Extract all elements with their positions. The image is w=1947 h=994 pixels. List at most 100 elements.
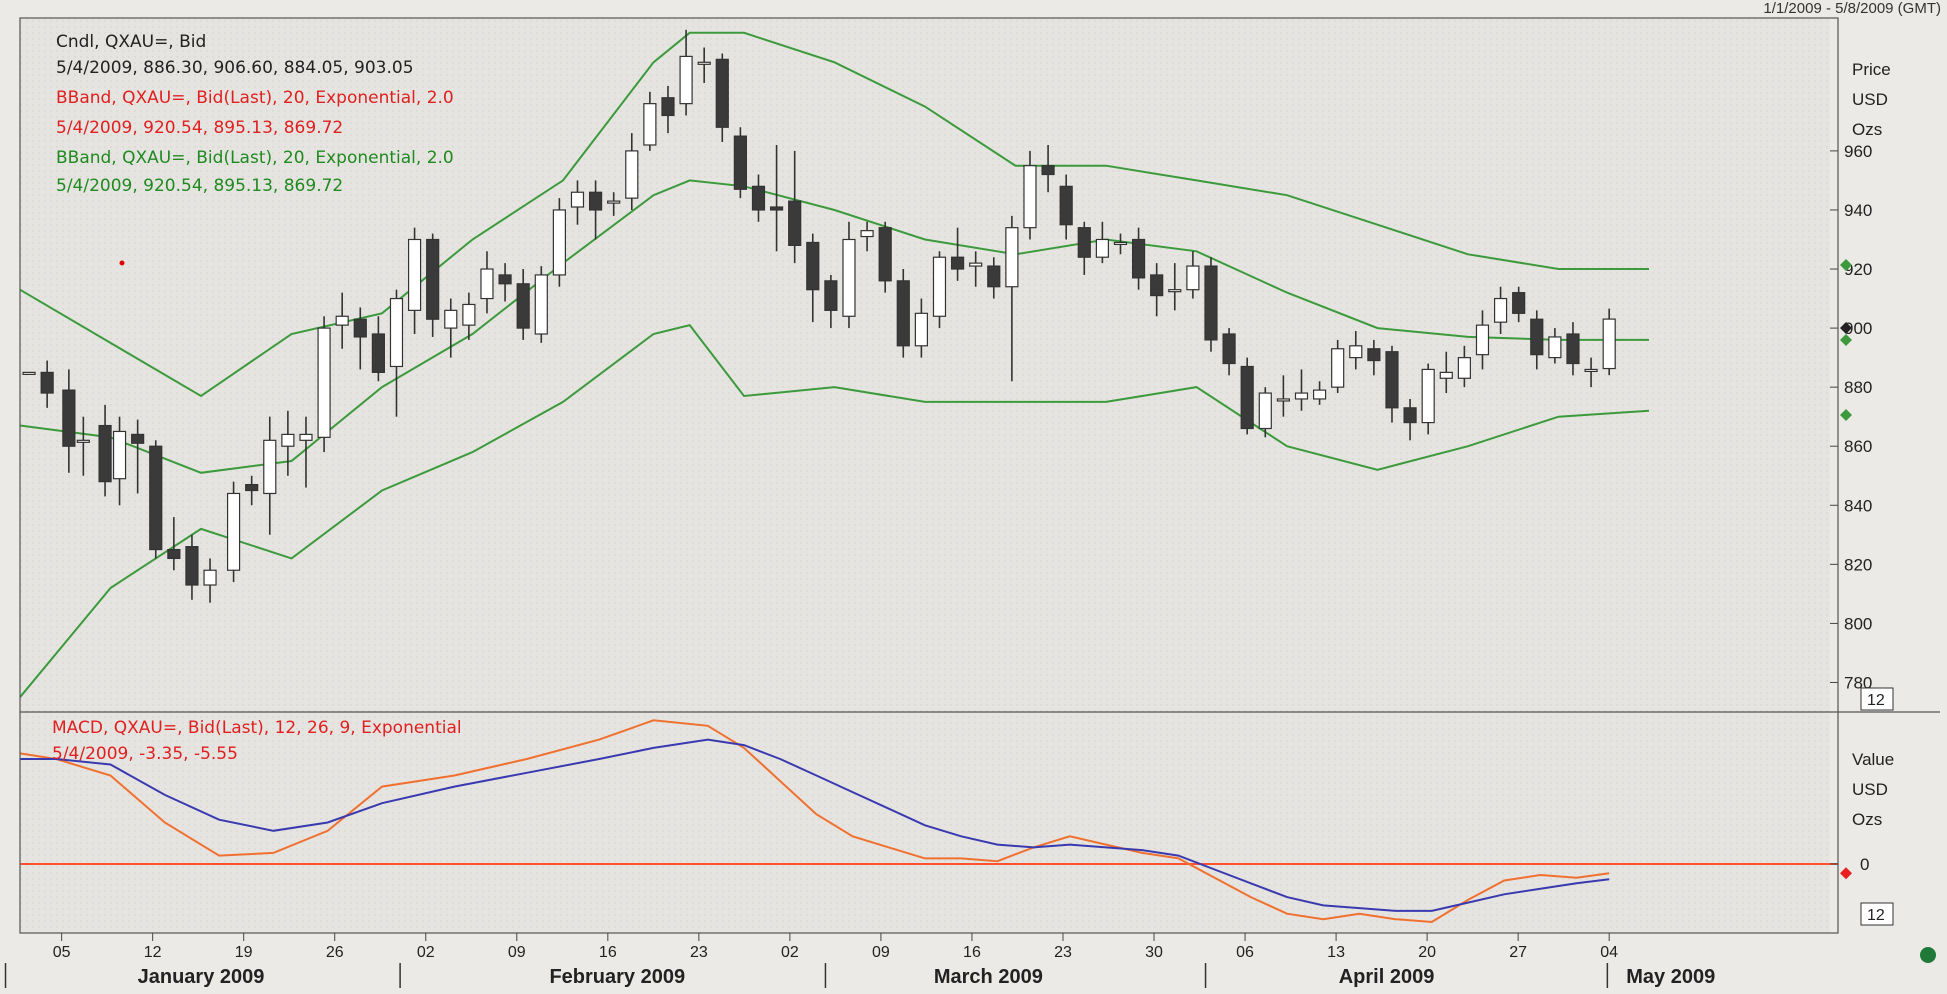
legend-cndl-values: 5/4/2009, 886.30, 906.60, 884.05, 903.05 [56, 58, 414, 78]
candle-body [607, 200, 621, 204]
candle-body [335, 315, 349, 326]
candle-body [426, 238, 440, 320]
candle-body [112, 430, 127, 480]
candle-body [534, 274, 548, 335]
candle-body [185, 546, 199, 586]
candle-body [149, 445, 163, 551]
candle-body [353, 318, 367, 338]
candle-body [98, 424, 112, 483]
candle-body [1059, 185, 1073, 226]
candle-body [1005, 227, 1019, 288]
candle-body [516, 283, 530, 329]
price-tick-label: 900 [1844, 319, 1872, 338]
day-tick-label: 04 [1600, 944, 1618, 961]
candle-body [1077, 227, 1091, 258]
candle-body [914, 312, 928, 347]
price-tick-label: 860 [1844, 437, 1872, 456]
candle-body [824, 280, 838, 311]
candle-body [480, 268, 494, 300]
candle-body [1439, 371, 1453, 379]
candle-body [498, 274, 512, 285]
candle-body [1512, 292, 1526, 314]
x-axis: 05 12 19 26 02 09 16 23 02 09 16 23 30 06 13 20 27 04 Janu… [4, 933, 1715, 988]
candle-body [733, 135, 747, 190]
candle-body [932, 256, 947, 317]
candle-body [1150, 274, 1164, 297]
price-tick-label: 940 [1844, 201, 1872, 220]
band-lower [19, 323, 1650, 698]
red-dot [119, 260, 125, 266]
legend-bband2-title: BBand, QXAU=, Bid(Last), 20, Exponential… [56, 148, 454, 168]
price-axis-box-label: 12 [1867, 692, 1885, 709]
candle-body [751, 185, 766, 211]
macd-axis-box [1860, 902, 1894, 926]
candle-body [552, 209, 566, 276]
day-tick-label: 26 [326, 944, 344, 961]
candle-body [1222, 333, 1236, 365]
price-axis-marker [1840, 259, 1852, 271]
day-tick-label: 09 [872, 944, 890, 961]
candle-body [1258, 392, 1272, 430]
price-axis-marker [1840, 409, 1852, 421]
price-axis-label: Price [1852, 60, 1891, 79]
month-label: January 2009 [138, 966, 265, 988]
candle-body [371, 333, 385, 373]
price-axis-label: Ozs [1852, 120, 1882, 139]
status-dot [1920, 947, 1936, 963]
candle-body [643, 103, 657, 146]
legend-cndl-title: Cndl, QXAU=, Bid [56, 32, 207, 52]
candle-body [896, 280, 910, 347]
candle-body [1367, 348, 1381, 362]
day-tick-label: 20 [1418, 944, 1436, 961]
candle-body [317, 327, 331, 438]
date-range: 1/1/2009 - 5/8/2009 (GMT) [1763, 0, 1941, 17]
candle-body [1186, 265, 1200, 291]
macd-axis-marker [1840, 867, 1852, 880]
candle-body [715, 58, 729, 128]
candle-body [167, 548, 181, 560]
plot-background [20, 18, 1830, 933]
day-tick-label: 30 [1145, 944, 1163, 961]
candle-body [625, 150, 639, 199]
month-label: February 2009 [549, 966, 685, 988]
candle-body [462, 303, 476, 326]
candle-body [1548, 336, 1562, 359]
candle-body [263, 439, 277, 495]
candle-body [203, 569, 217, 586]
candle-body [987, 265, 1001, 288]
candle-body [389, 297, 404, 368]
candle-body [878, 227, 892, 282]
day-tick-label: 12 [144, 944, 162, 961]
candle-body [1131, 238, 1146, 279]
price-axis-marker [1840, 322, 1852, 334]
macd-panel [19, 719, 1838, 924]
price-axis-label: USD [1852, 90, 1888, 109]
candle-body [1566, 333, 1580, 365]
candle-body [570, 191, 585, 208]
candle-body [62, 389, 76, 447]
candle-body [1385, 351, 1399, 409]
price-axis-box [1860, 687, 1894, 711]
candle-body [950, 256, 965, 270]
day-tick-label: 13 [1327, 944, 1345, 961]
day-tick-label: 19 [235, 944, 253, 961]
day-tick-label: 23 [690, 944, 708, 961]
candle-body [1204, 265, 1218, 341]
candle-body [444, 309, 458, 329]
day-tick-label: 02 [417, 944, 435, 961]
candle-body [1493, 297, 1508, 323]
price-tick-label: 800 [1844, 614, 1872, 633]
price-tick-label: 820 [1844, 555, 1872, 574]
candle-body [1530, 318, 1544, 356]
day-tick-label: 06 [1236, 944, 1254, 961]
legend-bband2-values: 5/4/2009, 920.54, 895.13, 869.72 [56, 176, 344, 196]
macd-tick-label: 0 [1860, 855, 1869, 874]
macd-series-1 [20, 738, 1610, 912]
legend-macd-values: 5/4/2009, -3.35, -5.55 [52, 744, 238, 764]
legend-macd-title: MACD, QXAU=, Bid(Last), 12, 26, 9, Expon… [52, 718, 462, 738]
plot-frame [19, 17, 1839, 934]
candle-body [1113, 241, 1128, 246]
candle-body [1312, 389, 1327, 400]
